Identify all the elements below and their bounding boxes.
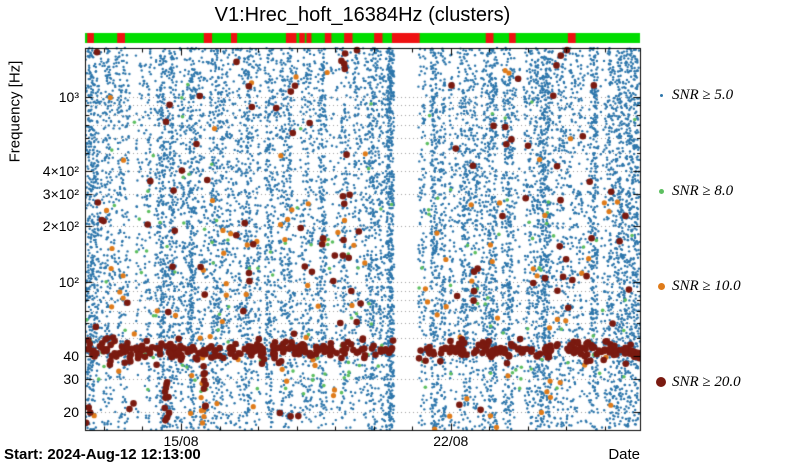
y-tick-label: 10³ — [58, 88, 79, 105]
y-tick-label: 30 — [63, 371, 79, 388]
x-tick-label: 15/08 — [163, 433, 199, 449]
legend-dot — [658, 188, 664, 194]
legend-label-snr10: SNR ≥ 10.0 — [672, 278, 741, 295]
legend-item-snr20: SNR ≥ 20.0 — [650, 374, 802, 391]
y-tick-label: 2×10² — [42, 218, 79, 235]
y-tick-label: 4×10² — [42, 162, 79, 179]
x-axis-title: Date — [608, 446, 640, 463]
legend-marker-snr10 — [650, 283, 672, 291]
legend-label-snr5: SNR ≥ 5.0 — [672, 87, 734, 104]
y-tick-label: 20 — [63, 404, 79, 420]
y-tick-label: 10² — [58, 274, 79, 291]
legend-dot — [657, 283, 665, 291]
legend-item-snr5: SNR ≥ 5.0 — [650, 87, 802, 104]
legend: SNR ≥ 5.0 SNR ≥ 8.0 SNR ≥ 10.0 SNR ≥ 20.… — [650, 48, 802, 430]
legend-marker-snr5 — [650, 94, 672, 98]
start-timestamp: Start: 2024-Aug-12 12:13:00 — [4, 446, 201, 463]
legend-marker-snr8 — [650, 188, 672, 194]
y-tick-label: 3×10² — [42, 185, 79, 202]
y-tick-label: 40 — [63, 348, 79, 365]
legend-item-snr10: SNR ≥ 10.0 — [650, 278, 802, 295]
legend-dot — [659, 94, 663, 98]
x-tick-label: 22/08 — [433, 433, 469, 449]
legend-label-snr8: SNR ≥ 8.0 — [672, 182, 734, 199]
legend-item-snr8: SNR ≥ 8.0 — [650, 183, 802, 200]
legend-marker-snr20 — [650, 377, 672, 388]
legend-label-snr20: SNR ≥ 20.0 — [672, 373, 741, 390]
legend-dot — [656, 377, 666, 388]
chart-title: V1:Hrec_hoft_16384Hz (clusters) — [214, 4, 511, 26]
